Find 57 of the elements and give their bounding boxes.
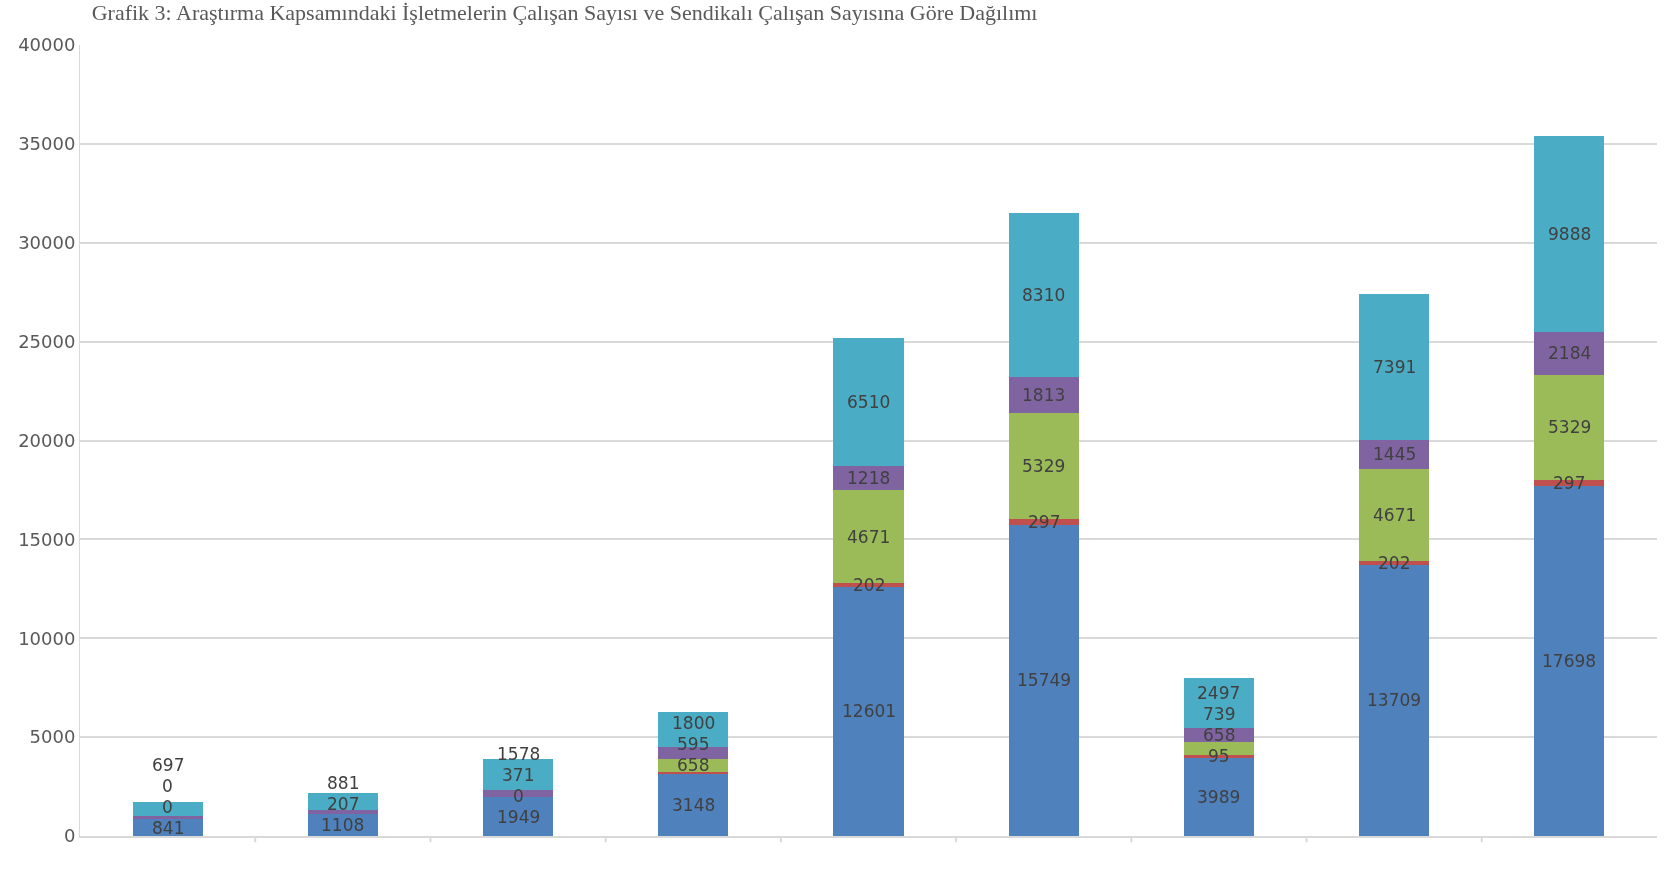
bar	[658, 771, 729, 774]
data-label: 2497	[1197, 683, 1241, 703]
y-tick-label: 25000	[18, 330, 76, 352]
data-label: 3989	[1197, 787, 1241, 807]
data-label: 371	[502, 765, 535, 785]
data-label: 2184	[1548, 343, 1592, 363]
y-tick-label: 20000	[18, 429, 76, 451]
data-label: 13709	[1367, 690, 1422, 710]
data-label: 658	[1203, 725, 1236, 745]
data-label: 7391	[1373, 357, 1417, 377]
chart-title: Grafik 3: Araştırma Kapsamındaki İşletmelerin Çalışan Sayısı ve Sendikalı Çalışan Sayısına Göre Dağılımı	[91, 0, 1038, 25]
data-label: 739	[1203, 704, 1236, 724]
data-label: 5329	[1022, 456, 1066, 476]
bar	[1534, 136, 1605, 332]
y-tick-label: 40000	[18, 34, 76, 56]
data-label: 0	[162, 776, 173, 796]
bar	[1534, 331, 1605, 375]
bar	[833, 337, 904, 467]
data-label: 697	[152, 755, 185, 775]
data-label: 4671	[1373, 505, 1417, 525]
data-label: 1578	[497, 744, 541, 764]
bar	[658, 773, 729, 836]
data-label: 1949	[497, 807, 541, 827]
data-label: 1800	[672, 713, 716, 733]
data-label: 15749	[1017, 670, 1072, 690]
y-tick-label: 15000	[18, 528, 76, 550]
data-label: 17698	[1542, 651, 1597, 671]
data-label: 881	[327, 773, 360, 793]
data-label: 0	[162, 797, 173, 817]
y-tick-label: 35000	[18, 133, 76, 155]
data-label: 1108	[321, 815, 365, 835]
data-label: 595	[677, 734, 710, 754]
bar	[1359, 293, 1430, 440]
data-label: 1445	[1373, 444, 1417, 464]
y-tick-label: 10000	[18, 627, 76, 649]
y-tick-label: 30000	[18, 232, 76, 254]
bar	[1008, 377, 1079, 414]
data-label: 8310	[1022, 285, 1066, 305]
data-label: 3148	[672, 795, 716, 815]
data-label: 4671	[847, 527, 891, 547]
data-label: 658	[677, 755, 710, 775]
data-label: 841	[152, 818, 185, 838]
bar	[132, 802, 203, 817]
bar	[483, 758, 554, 791]
data-label: 0	[513, 786, 524, 806]
data-label: 207	[327, 794, 360, 814]
data-label: 5329	[1548, 417, 1592, 437]
data-label: 1813	[1022, 385, 1066, 405]
bar	[1008, 213, 1079, 378]
bar	[132, 816, 203, 820]
bar	[307, 810, 378, 815]
data-label: 12601	[842, 701, 897, 721]
data-label: 9888	[1548, 224, 1592, 244]
y-tick-label: 5000	[29, 726, 76, 748]
data-label: 1218	[847, 468, 891, 488]
data-label: 6510	[847, 392, 891, 412]
y-tick-label: 0	[63, 825, 76, 847]
